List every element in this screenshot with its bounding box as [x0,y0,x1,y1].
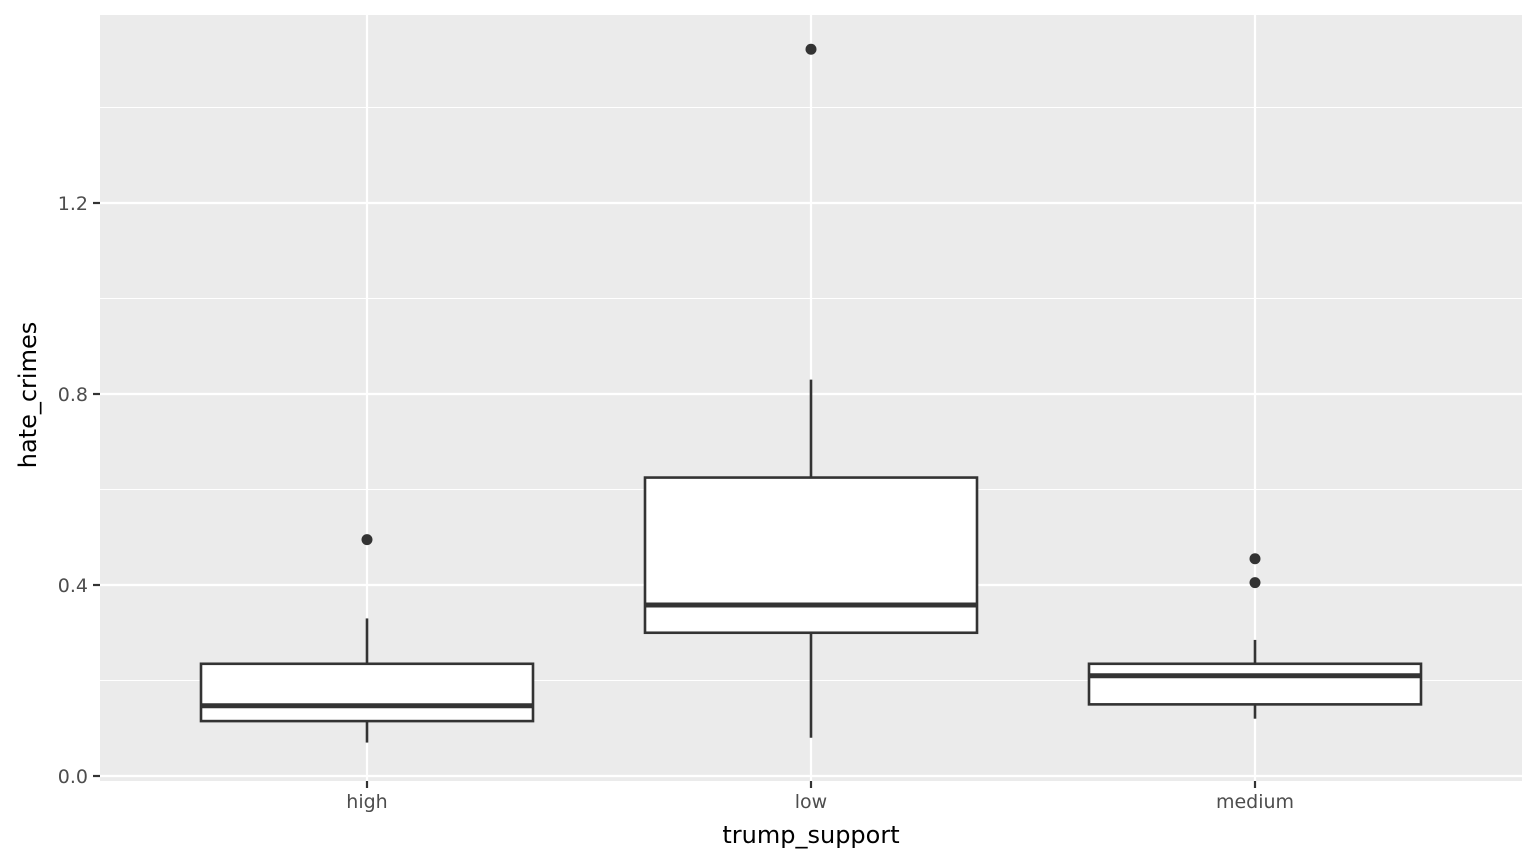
x-tick-label: medium [1216,791,1294,813]
y-tick-label: 0.0 [58,766,88,788]
x-tick-label: high [346,791,387,813]
y-axis: 0.0 0.4 0.8 1.2 [58,193,100,788]
box-high [199,534,535,743]
box-iqr [1087,662,1423,706]
outlier-point [805,43,817,55]
outlier-point [1249,577,1261,589]
box-iqr [643,476,979,635]
box-medium [1087,553,1423,719]
box-low [643,43,979,738]
y-axis-title: hate_crimes [14,322,42,468]
outlier-point [1249,553,1261,565]
box-iqr [199,662,535,723]
y-tick-label: 1.2 [58,193,88,215]
outlier-point [361,534,373,546]
y-tick-label: 0.4 [58,575,88,597]
x-axis: high low medium [346,781,1294,813]
y-tick-label: 0.8 [58,384,88,406]
x-axis-title: trump_support [722,821,899,849]
x-tick-label: low [795,791,827,813]
boxes-group [199,43,1423,743]
